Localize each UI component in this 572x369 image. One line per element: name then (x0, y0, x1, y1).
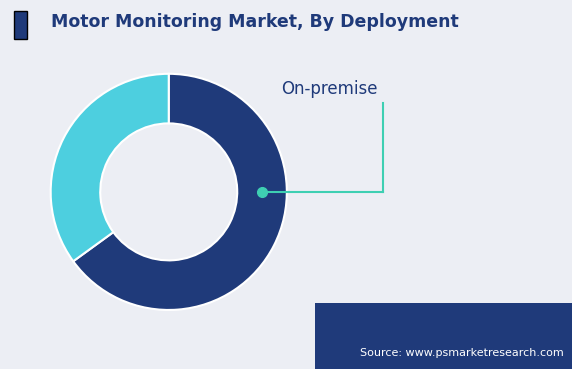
Text: Source: www.psmarketresearch.com: Source: www.psmarketresearch.com (360, 348, 563, 358)
Text: On-premise: On-premise (281, 80, 378, 98)
Text: Motor Monitoring Market, By Deployment: Motor Monitoring Market, By Deployment (51, 13, 459, 31)
Wedge shape (51, 74, 169, 261)
Wedge shape (73, 74, 287, 310)
